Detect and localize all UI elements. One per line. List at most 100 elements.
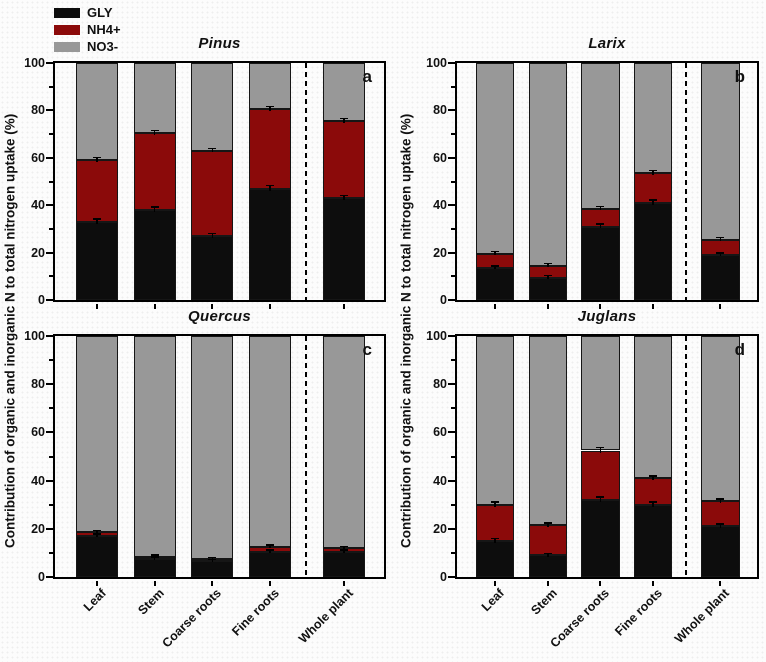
error-bar-cap xyxy=(596,223,605,225)
bar-segment-no3 xyxy=(475,336,515,505)
error-bar-cap xyxy=(716,523,725,525)
bar-segment-nh4 xyxy=(75,160,118,222)
y-minor-tick xyxy=(451,85,455,88)
legend-item-nh4: NH4+ xyxy=(54,21,121,38)
error-bar xyxy=(652,476,654,480)
bar-fine-roots xyxy=(249,63,292,300)
y-major-tick xyxy=(448,527,455,530)
bar-segment-no3 xyxy=(322,336,365,549)
error-bar-cap xyxy=(716,252,725,254)
y-tick-label: 40 xyxy=(433,198,447,213)
separator-line xyxy=(685,336,688,577)
panel-c-letter: c xyxy=(362,340,372,359)
error-bar xyxy=(269,107,271,112)
error-bar xyxy=(494,252,496,256)
x-tick-label: Fine roots xyxy=(612,586,666,639)
separator-line xyxy=(685,63,688,300)
bar-segment-gly xyxy=(322,198,365,300)
y-major-tick xyxy=(448,109,455,112)
error-bar-cap xyxy=(208,232,217,235)
error-bar xyxy=(547,264,549,267)
y-tick-label: 100 xyxy=(426,329,447,343)
y-major-tick xyxy=(448,251,455,254)
error-bar xyxy=(96,219,98,224)
y-tick-label: 20 xyxy=(433,245,447,260)
y-tick-label: 100 xyxy=(24,56,45,70)
bar-segment-gly xyxy=(75,536,118,577)
bar-segment-no3 xyxy=(249,336,292,547)
x-tick xyxy=(494,304,497,309)
x-tick-label: Coarse roots xyxy=(159,586,225,651)
error-bar xyxy=(343,196,345,200)
y-tick-label: 0 xyxy=(440,293,447,307)
bar-segment-gly xyxy=(322,551,365,577)
y-tick-label: 40 xyxy=(31,473,45,488)
y-minor-tick xyxy=(49,180,53,183)
bar-stem xyxy=(528,336,568,577)
y-tick-label: 100 xyxy=(24,329,45,343)
y-major-tick xyxy=(448,576,455,578)
bar-segment-gly xyxy=(634,202,673,300)
error-bar xyxy=(719,253,722,257)
y-major-tick xyxy=(46,576,53,578)
y-major-tick xyxy=(46,299,53,301)
error-bar-cap xyxy=(266,544,275,546)
error-bar xyxy=(269,186,271,191)
bar-segment-no3 xyxy=(322,63,365,122)
y-minor-tick xyxy=(451,275,455,278)
error-bar xyxy=(599,497,602,503)
y-tick-label: 0 xyxy=(38,570,45,584)
bar-segment-no3 xyxy=(133,336,176,557)
x-tick xyxy=(599,304,602,309)
y-major-tick xyxy=(46,109,53,112)
legend-swatch-gly xyxy=(54,7,80,18)
error-bar xyxy=(719,238,722,241)
error-bar-cap xyxy=(649,169,658,172)
y-tick-label: 80 xyxy=(433,103,447,118)
panel-title-juglans: Juglans xyxy=(577,308,637,325)
x-tick xyxy=(95,581,98,586)
error-bar xyxy=(494,266,496,270)
panel-title-quercus: Quercus xyxy=(188,308,251,325)
y-minor-tick xyxy=(451,455,455,458)
error-bar-cap xyxy=(339,194,348,197)
x-tick xyxy=(211,304,214,309)
error-bar xyxy=(494,539,496,543)
panel-a-plot: a 0 20 40 60 80 100 xyxy=(24,56,386,309)
bar-segment-nh4 xyxy=(133,132,176,210)
error-bar-cap xyxy=(596,496,605,498)
y-minor-tick xyxy=(49,503,53,506)
error-bar xyxy=(153,557,156,560)
y-major-tick xyxy=(448,431,455,434)
error-bar-cap xyxy=(266,105,275,108)
bar-segment-gly xyxy=(249,551,292,577)
x-tick xyxy=(652,304,655,309)
bar-whole-plant xyxy=(322,336,365,577)
bar-segment-no3 xyxy=(191,336,234,559)
y-major-tick xyxy=(448,383,455,386)
x-tick-label: Leaf xyxy=(478,586,507,615)
error-bar-cap xyxy=(92,533,101,535)
bar-segment-gly xyxy=(75,221,118,300)
x-tick xyxy=(652,581,655,586)
bar-stem xyxy=(528,63,568,300)
error-bar-cap xyxy=(92,218,101,220)
x-tick-label: Leaf xyxy=(80,586,109,615)
error-bar xyxy=(96,158,98,163)
bar-fine-roots xyxy=(634,336,673,577)
x-tick xyxy=(494,581,497,586)
y-major-tick xyxy=(46,335,53,337)
error-bar xyxy=(547,554,549,557)
error-bar-cap xyxy=(491,265,500,267)
y-major-tick xyxy=(448,299,455,301)
panel-b-letter: b xyxy=(734,67,745,86)
bar-stem xyxy=(133,336,176,577)
bar-whole-plant xyxy=(701,336,740,577)
error-bar-cap xyxy=(649,501,658,503)
error-bar-cap xyxy=(491,537,500,540)
error-bar-cap xyxy=(339,549,348,551)
error-bar xyxy=(211,149,213,153)
error-bar xyxy=(153,207,156,213)
y-tick-label: 80 xyxy=(31,103,45,118)
